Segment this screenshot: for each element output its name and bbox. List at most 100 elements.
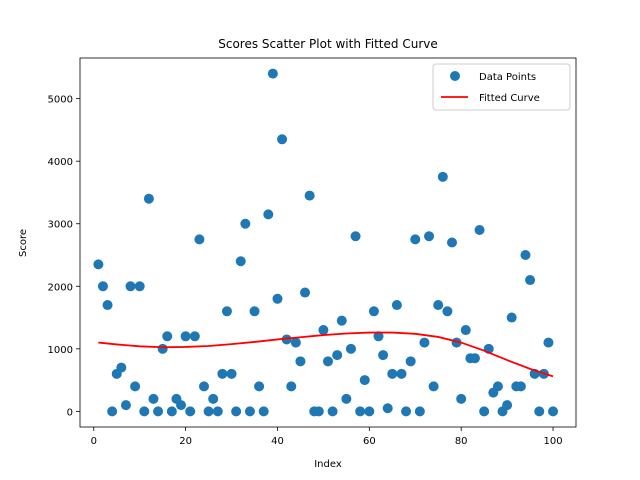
x-tick-label: 0 (91, 436, 97, 447)
data-point (180, 331, 191, 342)
data-point (272, 293, 283, 304)
data-point (515, 381, 526, 392)
data-point (506, 312, 517, 323)
data-point (479, 406, 490, 417)
data-point (534, 406, 545, 417)
data-point (194, 234, 205, 245)
data-point (189, 331, 200, 342)
data-point (424, 231, 435, 242)
legend-box (432, 63, 571, 111)
data-point (235, 256, 246, 267)
data-point (199, 381, 209, 392)
data-point (212, 406, 223, 417)
data-point (148, 393, 159, 404)
data-point (355, 406, 366, 417)
data-point (391, 300, 402, 311)
data-point (286, 381, 297, 392)
data-point (254, 381, 265, 392)
axes-frame (79, 57, 577, 428)
data-point (166, 406, 177, 417)
data-point (231, 406, 242, 417)
legend-marker-data-points (450, 71, 460, 81)
data-point (401, 406, 412, 417)
legend-label-data-points: Data Points (479, 72, 536, 83)
data-point (295, 356, 306, 367)
data-point (382, 403, 393, 414)
data-point (97, 281, 108, 292)
data-point (414, 406, 425, 417)
data-point (116, 362, 127, 373)
plot-area (93, 68, 559, 417)
y-tick-label: 4000 (48, 157, 73, 168)
data-point (134, 281, 145, 292)
y-tick-label: 0 (67, 407, 73, 418)
x-tick-label: 100 (543, 436, 562, 447)
data-point (185, 406, 196, 417)
y-tick-label: 3000 (48, 220, 73, 231)
data-point (350, 231, 361, 242)
data-point (378, 350, 389, 361)
data-point (502, 400, 513, 411)
data-point (492, 381, 503, 392)
data-point (525, 275, 536, 286)
data-point (240, 218, 251, 229)
data-point (373, 331, 384, 342)
data-point (120, 400, 131, 411)
data-point (332, 350, 343, 361)
data-point (244, 406, 255, 417)
data-point (437, 171, 448, 182)
y-tick-label: 5000 (48, 95, 73, 106)
data-point (143, 193, 154, 204)
data-point (217, 368, 228, 379)
data-point (300, 287, 311, 298)
data-point (469, 353, 480, 364)
x-tick-label: 20 (179, 436, 192, 447)
data-point (396, 368, 407, 379)
data-point (405, 356, 416, 367)
data-point (176, 400, 187, 411)
data-point (345, 343, 356, 354)
data-point (419, 337, 430, 348)
data-point (290, 337, 301, 348)
data-point (277, 134, 288, 145)
data-point (548, 406, 559, 417)
data-point (520, 250, 531, 261)
data-point (267, 68, 278, 79)
data-point (226, 368, 237, 379)
data-point (410, 234, 421, 245)
data-point (130, 381, 141, 392)
data-point (474, 224, 485, 235)
data-point (433, 300, 444, 311)
y-axis-label: Score (18, 229, 29, 257)
x-tick-label: 60 (363, 436, 376, 447)
data-point (341, 393, 352, 404)
data-point (258, 406, 269, 417)
data-point (162, 331, 173, 342)
x-tick-label: 80 (455, 436, 468, 447)
data-point (139, 406, 150, 417)
data-point (387, 368, 398, 379)
data-point (323, 356, 333, 367)
data-point (221, 306, 232, 317)
legend-label-fitted-curve: Fitted Curve (479, 93, 540, 104)
data-point (208, 393, 219, 404)
data-point (107, 406, 118, 417)
data-point (263, 209, 274, 220)
data-point (249, 306, 260, 317)
data-point (318, 325, 329, 336)
data-point (125, 281, 136, 292)
data-point (428, 381, 439, 392)
data-point (93, 259, 104, 270)
data-point (447, 237, 457, 248)
y-axis: 0 1000 2000 3000 4000 5000 (48, 95, 80, 418)
legend: Data Points Fitted Curve (432, 63, 571, 111)
data-point (304, 190, 315, 201)
data-point (327, 406, 338, 417)
data-point (359, 375, 370, 386)
x-tick-label: 40 (271, 436, 284, 447)
data-point (456, 393, 467, 404)
x-axis: 0 20 40 60 80 100 (91, 427, 563, 447)
y-tick-label: 1000 (48, 345, 73, 356)
